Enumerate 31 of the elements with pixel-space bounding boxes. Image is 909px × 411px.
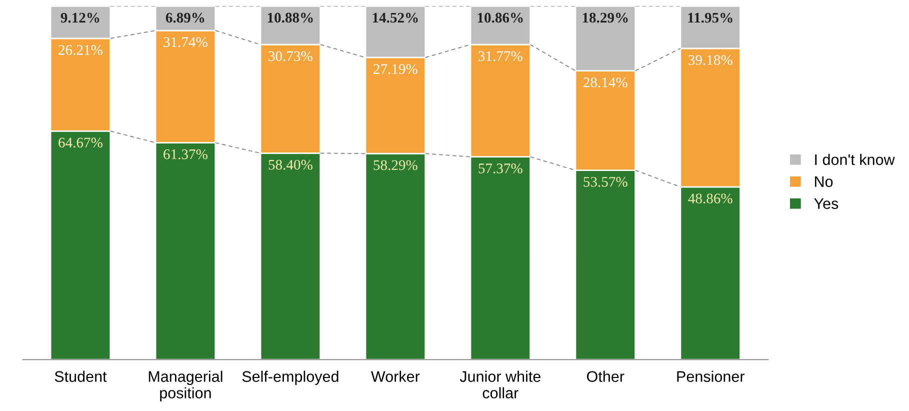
data-label: 58.40% bbox=[268, 160, 312, 170]
data-label: 30.73% bbox=[268, 51, 312, 62]
data-label: 58.29% bbox=[374, 160, 418, 170]
legend-label: Yes bbox=[814, 198, 838, 209]
data-label: 48.86% bbox=[688, 194, 732, 204]
legend-label: I don't know bbox=[815, 154, 895, 166]
data-label: 39.18% bbox=[688, 55, 732, 65]
data-label: 10.88% bbox=[268, 12, 313, 23]
x-tick-label: Other bbox=[587, 370, 624, 382]
x-tick-label: Pensioner bbox=[677, 370, 745, 382]
x-tick-label: Student bbox=[54, 370, 107, 382]
data-label: 6.89% bbox=[166, 12, 204, 23]
data-label: 26.21% bbox=[58, 45, 102, 55]
data-label: 18.29% bbox=[582, 12, 628, 23]
data-label: 31.74% bbox=[164, 37, 208, 48]
x-tick-label: Managerial position bbox=[148, 370, 222, 402]
data-label: 61.37% bbox=[164, 149, 208, 160]
data-label: 10.86% bbox=[478, 12, 523, 23]
data-label: 64.67% bbox=[58, 138, 102, 148]
x-tick-label: Worker bbox=[371, 370, 420, 382]
data-label: 11.95% bbox=[688, 12, 732, 23]
data-label: 14.52% bbox=[372, 12, 418, 23]
data-label: 31.77% bbox=[478, 51, 522, 62]
data-label: 28.14% bbox=[584, 77, 628, 88]
data-label: 53.57% bbox=[584, 176, 628, 187]
data-label: 57.37% bbox=[478, 163, 522, 174]
x-tick-label: Junior white collar bbox=[460, 370, 540, 398]
data-label: 27.19% bbox=[374, 64, 418, 74]
data-label: 9.12% bbox=[60, 12, 100, 23]
legend-label: No bbox=[815, 176, 833, 188]
x-tick-label: Self-employed bbox=[242, 370, 338, 385]
